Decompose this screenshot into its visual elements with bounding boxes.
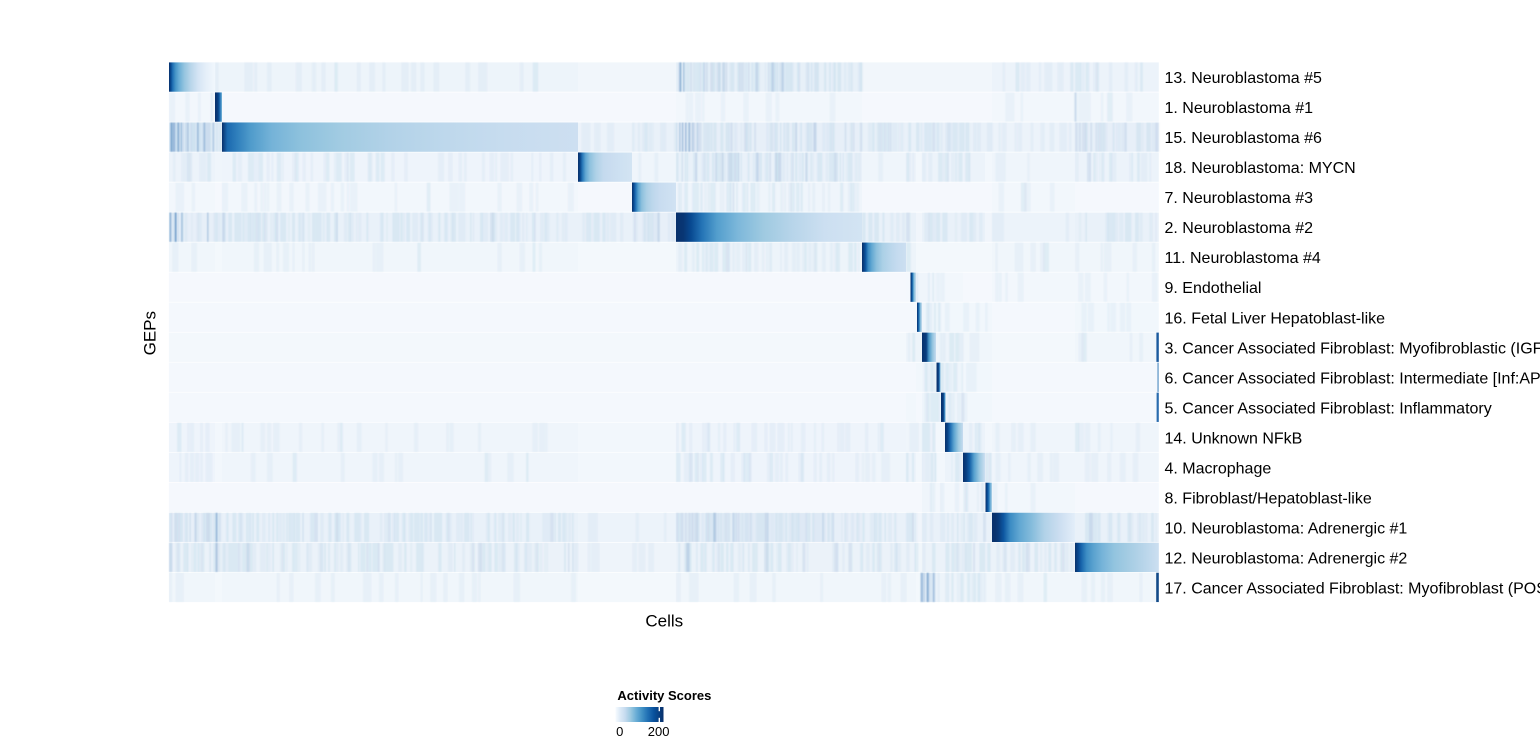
svg-text:1. Neuroblastoma #1: 1. Neuroblastoma #1 [1165,100,1314,117]
svg-text:8. Fibroblast/Hepatoblast-like: 8. Fibroblast/Hepatoblast-like [1165,490,1372,507]
svg-text:6. Cancer Associated Fibroblas: 6. Cancer Associated Fibroblast: Interme… [1165,370,1540,387]
svg-text:7. Neuroblastoma #3: 7. Neuroblastoma #3 [1165,190,1314,207]
svg-text:GEPs: GEPs [141,311,160,355]
svg-text:3. Cancer Associated Fibroblas: 3. Cancer Associated Fibroblast: Myofibr… [1165,340,1540,357]
svg-text:13. Neuroblastoma #5: 13. Neuroblastoma #5 [1165,70,1323,87]
svg-text:0: 0 [616,724,623,739]
svg-text:9. Endothelial: 9. Endothelial [1165,280,1262,297]
svg-text:18. Neuroblastoma: MYCN: 18. Neuroblastoma: MYCN [1165,160,1356,177]
svg-text:5. Cancer Associated Fibroblas: 5. Cancer Associated Fibroblast: Inflamm… [1165,400,1492,417]
svg-text:2. Neuroblastoma #2: 2. Neuroblastoma #2 [1165,220,1314,237]
svg-text:15. Neuroblastoma #6: 15. Neuroblastoma #6 [1165,130,1323,147]
svg-text:200: 200 [648,724,670,739]
svg-text:Cells: Cells [645,612,683,631]
svg-text:17. Cancer Associated Fibrobla: 17. Cancer Associated Fibroblast: Myofib… [1165,581,1540,598]
svg-text:16. Fetal Liver Hepatoblast-li: 16. Fetal Liver Hepatoblast-like [1165,310,1386,327]
svg-text:12. Neuroblastoma: Adrenergic: 12. Neuroblastoma: Adrenergic #2 [1165,550,1408,567]
svg-text:Activity Scores: Activity Scores [617,688,711,703]
svg-text:10. Neuroblastoma: Adrenergic: 10. Neuroblastoma: Adrenergic #1 [1165,520,1408,537]
svg-text:14. Unknown NFkB: 14. Unknown NFkB [1165,430,1303,447]
svg-text:4. Macrophage: 4. Macrophage [1165,460,1272,477]
svg-text:11. Neuroblastoma #4: 11. Neuroblastoma #4 [1165,250,1321,267]
